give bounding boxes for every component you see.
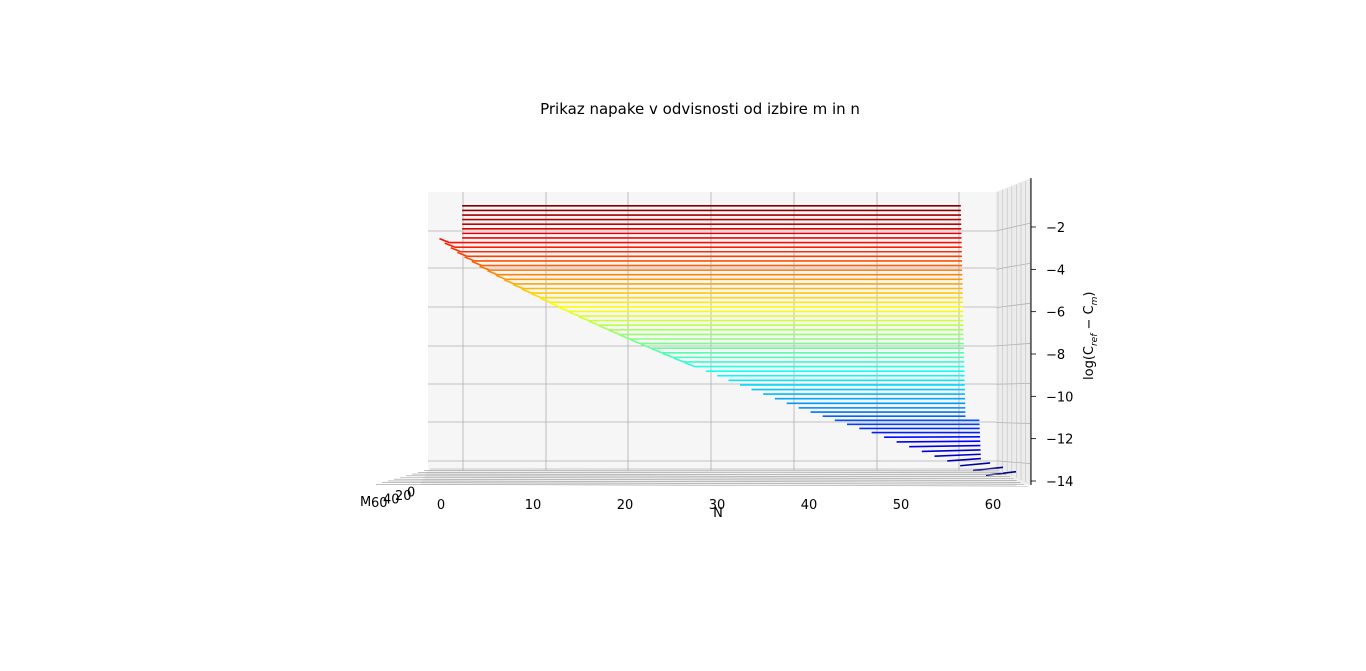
surface-edge-25 [578,315,590,322]
z-tick-0: −2 [1046,221,1065,236]
surface-line-52 [896,440,981,443]
z-tick-5: −12 [1046,433,1073,448]
surface-edge-30 [630,338,641,345]
m-tick-40: 40 [383,493,400,508]
surface-edge-15 [487,269,498,276]
z-axis-label: log(Cref − Cm) [1082,292,1100,380]
x-tick-labels: 0 10 20 30 40 50 60 [437,498,1001,513]
surface-edge-34 [673,357,684,363]
surface-edge-8 [439,237,450,244]
surface-edge-24 [568,311,580,317]
z-tick-labels: −2 −4 −6 −8 −10 −12 −14 [1031,221,1073,490]
surface-edge-9 [444,242,456,248]
grid-side-4 [995,383,1032,385]
floor-line-7 [387,480,1021,483]
surface-edge-17 [503,279,515,285]
floor-line-8 [381,482,1025,485]
z-tick-3: −8 [1046,348,1065,363]
m-tick-0: 0 [407,486,415,501]
m-tick-60: 60 [371,496,388,511]
surface-edge-26 [588,320,600,326]
x-tick-60: 60 [985,498,1002,513]
surface-edge-20 [530,292,542,299]
svg-text:log(Cref − Cm): log(Cref − Cm) [1082,292,1100,380]
x-tick-20: 20 [617,498,634,513]
surface-edge-13 [471,260,483,267]
z-tick-1: −4 [1046,263,1065,278]
chart-title: Prikaz napake v odvisnosti od izbire m i… [540,100,860,118]
x-tick-40: 40 [801,498,818,513]
right-pane [996,178,1031,485]
surface-edge-14 [479,265,490,271]
z-tick-4: −10 [1046,390,1073,405]
surface-edge-12 [464,256,475,262]
grid-side-3 [995,342,1032,347]
x-tick-10: 10 [525,498,542,513]
surface-lines [439,205,1017,477]
floor-lines [375,468,1028,487]
surface-edge-33 [662,352,673,359]
surface-line-54 [921,449,981,453]
x-tick-50: 50 [893,498,910,513]
surface-edge-10 [450,247,462,253]
surface-edge-28 [609,329,620,336]
surface-line-53 [909,444,981,448]
surface-edge-29 [619,334,631,340]
m-axis-label: M [360,495,371,510]
surface-edge-18 [512,283,524,290]
x-tick-0: 0 [437,498,445,513]
floor-line-4 [405,475,1011,477]
surface-line-55 [934,453,981,458]
surface-line-57 [960,462,991,467]
surface-edge-16 [495,274,507,281]
grid-side-2 [995,302,1032,308]
x-axis-label: N [713,506,723,521]
m-tick-20: 20 [395,489,412,504]
surface-edge-31 [640,343,652,349]
surface-edge-23 [558,306,570,313]
surface-line-56 [947,457,981,462]
surface-edge-19 [521,288,533,294]
surface-edge-22 [549,302,560,308]
surface-edge-32 [651,348,663,354]
z-label-m: m [1090,296,1100,305]
grid-side-6 [995,460,1032,464]
floor-line-3 [411,473,1007,476]
grid-side-1 [995,262,1032,270]
z-label-minus: − C [1082,305,1097,333]
floor-line-5 [399,477,1014,479]
z-tick-6: −14 [1046,475,1073,490]
surface-edge-21 [539,297,551,304]
surface-edge-11 [457,251,468,258]
z-label-part1: log(C [1082,346,1097,380]
z-label-ref: ref [1090,332,1100,346]
grid-side-0 [995,222,1032,232]
x-tick-30: 30 [709,498,726,513]
surface-edge-27 [598,325,610,331]
z-tick-2: −6 [1046,306,1065,321]
grid-side-5 [995,422,1032,424]
floor-line-6 [393,478,1018,481]
surface-edge-35 [684,361,695,368]
z-label-close: ) [1082,292,1097,297]
floor-line-9 [375,483,1028,487]
